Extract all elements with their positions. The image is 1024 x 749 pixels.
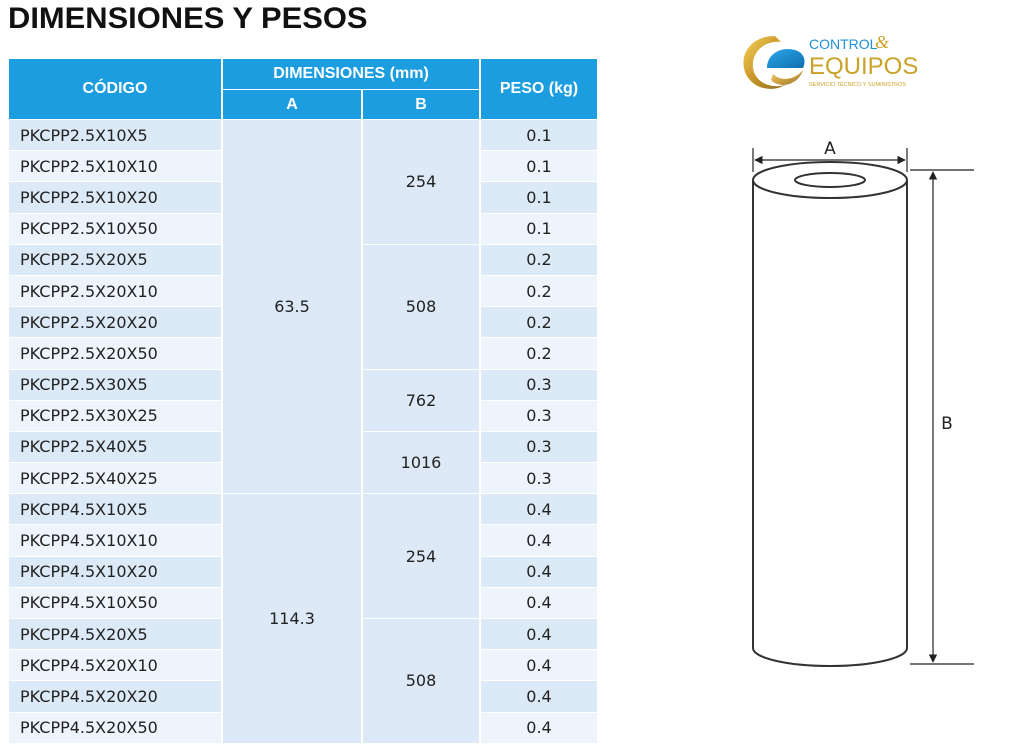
logo-line2: EQUIPOS (809, 53, 917, 80)
company-logo: CONTROL & EQUIPOS SERVICIO TÉCNICO Y SUM… (743, 32, 917, 89)
cell-codigo: PKCPP2.5X40X5 (9, 431, 223, 464)
cell-peso: 0.4 (481, 556, 599, 588)
cell-codigo: PKCPP4.5X20X5 (9, 619, 223, 651)
cell-peso: 0.4 (481, 587, 599, 619)
table-row: PKCPP4.5X10X50 0.4 (9, 587, 599, 619)
table-row: PKCPP2.5X20X10 0.2 (9, 275, 599, 308)
table-row: PKCPP2.5X30X5 762 0.3 (9, 369, 599, 432)
cell-peso: 0.3 (481, 463, 599, 495)
table-row: PKCPP4.5X10X10 0.4 (9, 525, 599, 557)
dimensions-table: CÓDIGO DIMENSIONES (mm) PESO (kg) A B PK… (9, 59, 599, 744)
cell-codigo: PKCPP2.5X10X10 (9, 151, 223, 183)
cell-codigo: PKCPP4.5X10X5 (9, 494, 223, 526)
cell-codigo: PKCPP2.5X40X25 (9, 463, 223, 495)
cylinder-shape (752, 161, 908, 667)
header-b: B (363, 90, 481, 120)
cell-peso: 0.4 (481, 712, 599, 744)
label-b: B (941, 414, 953, 434)
cell-peso: 0.4 (481, 619, 599, 651)
cell-dimension-b: 508 (363, 619, 481, 744)
cell-peso: 0.2 (481, 244, 599, 276)
logo-swirl-icon (743, 36, 805, 89)
cell-peso: 0.4 (481, 650, 599, 682)
cell-dimension-a: 63.5 (223, 120, 363, 495)
cell-peso: 0.3 (481, 400, 599, 432)
cell-codigo: PKCPP2.5X20X50 (9, 338, 223, 370)
cell-dimension-a: 114.3 (223, 494, 363, 744)
cell-peso: 0.4 (481, 525, 599, 557)
table-row: PKCPP2.5X20X5 508 0.2 (9, 244, 599, 370)
cell-dimension-b: 1016 (363, 431, 481, 495)
cell-codigo: PKCPP2.5X20X20 (9, 307, 223, 339)
table-row: PKCPP2.5X40X5 1016 0.3 (9, 431, 599, 495)
table-row: PKCPP2.5X10X5 63.5 254 0.1 (9, 120, 599, 495)
cell-peso: 0.3 (481, 369, 599, 401)
cell-codigo: PKCPP4.5X10X50 (9, 587, 223, 619)
cell-peso: 0.2 (481, 338, 599, 370)
cell-codigo: PKCPP2.5X30X25 (9, 400, 223, 432)
cylinder-drawing: A B (752, 139, 974, 667)
table-row: PKCPP2.5X20X50 0.2 (9, 338, 599, 370)
cell-codigo: PKCPP2.5X30X5 (9, 369, 223, 401)
cell-codigo: PKCPP2.5X10X5 (9, 120, 223, 152)
table-row: PKCPP2.5X10X20 0.1 (9, 182, 599, 214)
cell-peso: 0.4 (481, 494, 599, 526)
table-row: PKCPP4.5X10X5 114.3 254 0.4 (9, 494, 599, 744)
cell-codigo: PKCPP4.5X20X10 (9, 650, 223, 682)
cell-codigo: PKCPP2.5X10X20 (9, 182, 223, 214)
cell-peso: 0.2 (481, 307, 599, 339)
cell-codigo: PKCPP4.5X10X20 (9, 556, 223, 588)
logo-line1: CONTROL (809, 36, 878, 52)
header-dimensiones: DIMENSIONES (mm) (223, 59, 481, 90)
cell-codigo: PKCPP4.5X10X10 (9, 525, 223, 557)
table-row: PKCPP4.5X20X20 0.4 (9, 681, 599, 713)
cell-codigo: PKCPP4.5X20X50 (9, 712, 223, 744)
cell-peso: 0.1 (481, 151, 599, 183)
cell-peso: 0.2 (481, 275, 599, 308)
table-row: PKCPP2.5X40X25 0.3 (9, 463, 599, 495)
logo-tagline: SERVICIO TÉCNICO Y SUMINISTROS (809, 81, 906, 88)
cell-peso: 0.4 (481, 681, 599, 713)
cell-codigo: PKCPP2.5X20X5 (9, 244, 223, 276)
page-title: DIMENSIONES Y PESOS (8, 2, 368, 35)
header-codigo: CÓDIGO (9, 59, 223, 120)
table-row: PKCPP2.5X10X50 0.1 (9, 213, 599, 245)
dimension-b (910, 169, 974, 665)
table-row: PKCPP2.5X30X25 0.3 (9, 400, 599, 432)
dimension-a (752, 148, 908, 172)
cell-dimension-b: 254 (363, 120, 481, 245)
cell-peso: 0.1 (481, 120, 599, 152)
table-row: PKCPP4.5X20X10 0.4 (9, 650, 599, 682)
cell-dimension-b: 508 (363, 244, 481, 370)
table-body: PKCPP2.5X10X5 63.5 254 0.1 PKCPP2.5X10X10 0.1… (9, 120, 599, 744)
cell-codigo: PKCPP2.5X10X50 (9, 213, 223, 245)
cell-peso: 0.1 (481, 182, 599, 214)
cell-codigo: PKCPP2.5X20X10 (9, 275, 223, 308)
cell-dimension-b: 762 (363, 369, 481, 432)
table-row: PKCPP4.5X20X5 508 0.4 (9, 619, 599, 744)
table-row: PKCPP2.5X10X10 0.1 (9, 151, 599, 183)
header-peso: PESO (kg) (481, 59, 599, 120)
cell-peso: 0.1 (481, 213, 599, 245)
table-row: PKCPP4.5X20X50 0.4 (9, 712, 599, 744)
logo-amp: & (875, 32, 889, 52)
cell-codigo: PKCPP4.5X20X20 (9, 681, 223, 713)
table-row: PKCPP4.5X10X20 0.4 (9, 556, 599, 588)
header-a: A (223, 90, 363, 120)
cell-dimension-b: 254 (363, 494, 481, 619)
table-row: PKCPP2.5X20X20 0.2 (9, 307, 599, 339)
cell-peso: 0.3 (481, 431, 599, 464)
label-a: A (824, 139, 836, 159)
